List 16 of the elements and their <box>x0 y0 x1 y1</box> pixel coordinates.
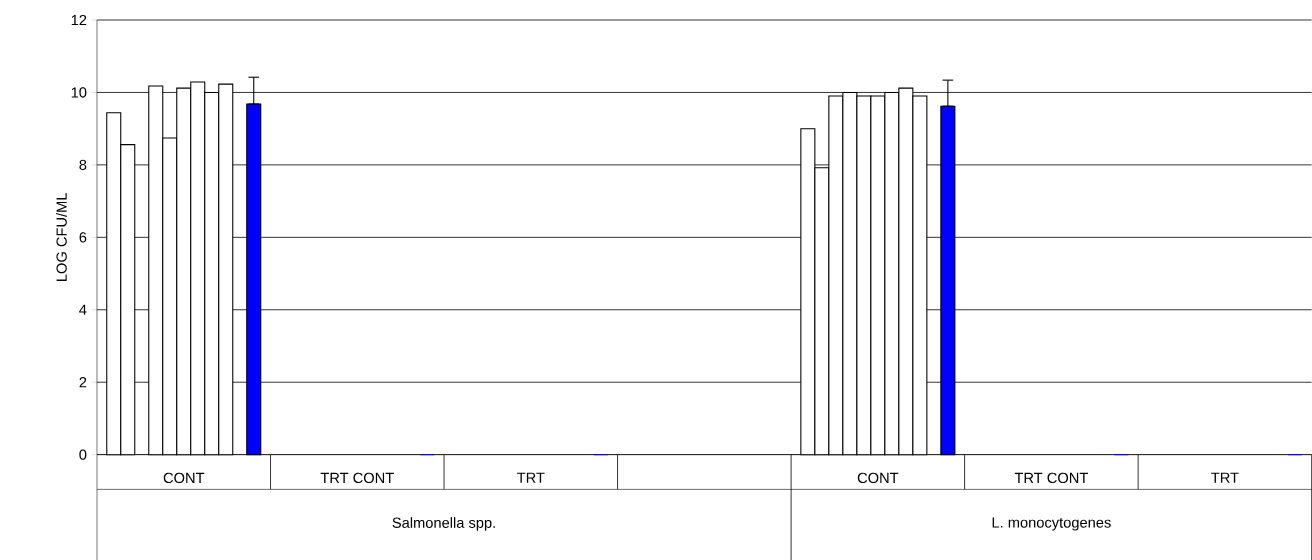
y-tick-label: 6 <box>79 232 87 243</box>
y-tick-label: 8 <box>79 159 87 171</box>
y-tick-label: 4 <box>79 304 87 315</box>
y-tick-label: 2 <box>79 377 87 388</box>
y-tick-label: 0 <box>79 449 87 460</box>
x-tick-label: CONT <box>857 472 899 484</box>
x-tick-label: TRT CONT <box>1014 472 1088 484</box>
text: Salmonella spp. <box>392 517 495 531</box>
text: L. monocytogenes <box>992 517 1111 531</box>
x-tick-label: TRT CONT <box>320 472 394 484</box>
x-tick-label: CONT <box>163 472 205 484</box>
x-tick-label: TRT <box>1211 472 1239 483</box>
y-tick-label: 10 <box>71 87 87 98</box>
x-tick-label: TRT <box>517 472 545 483</box>
y-axis-title: LOG CFU/ML <box>56 193 67 281</box>
y-tick-label: 12 <box>71 14 87 26</box>
